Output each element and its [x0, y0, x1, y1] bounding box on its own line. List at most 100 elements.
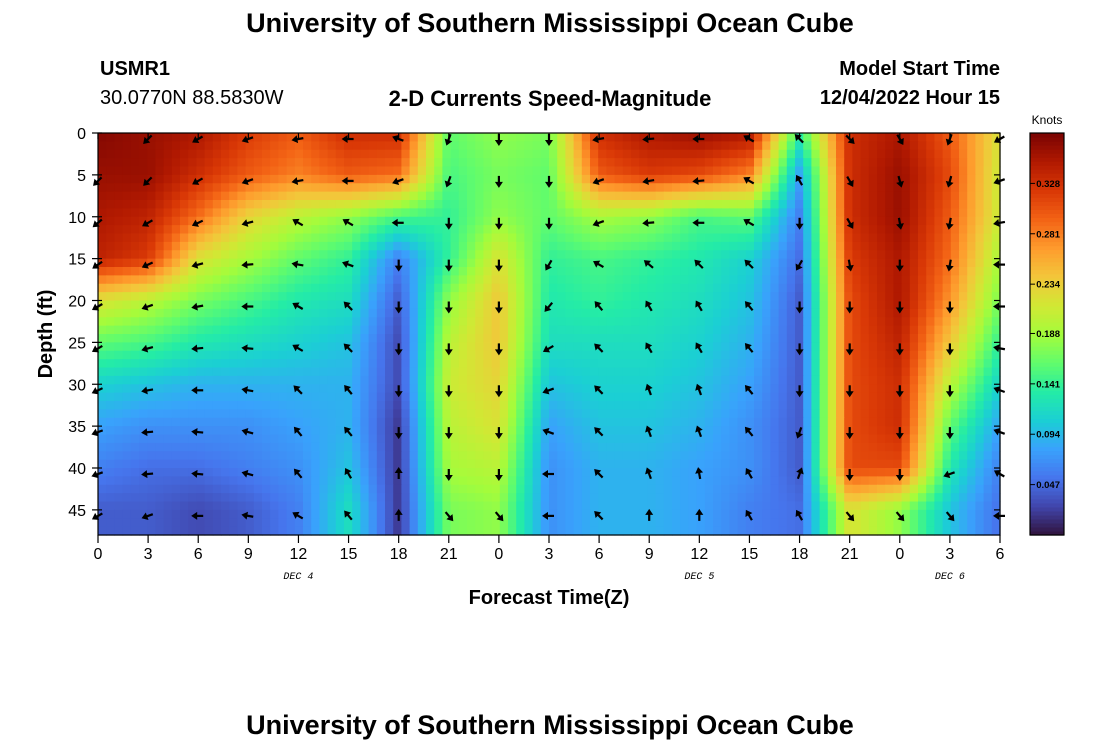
heatmap-cell	[967, 258, 976, 268]
heatmap-cell	[491, 267, 501, 276]
heatmap-cell	[98, 158, 107, 168]
heatmap-cell	[475, 426, 484, 436]
heatmap-cell	[606, 334, 616, 343]
heatmap-cell	[950, 275, 960, 285]
heatmap-cell	[704, 158, 714, 168]
heatmap-cell	[180, 459, 189, 469]
heatmap-cell	[196, 141, 206, 151]
heatmap-cell	[360, 434, 370, 444]
heatmap-cell	[893, 275, 903, 285]
heatmap-cell	[360, 241, 370, 251]
heatmap-cell	[877, 200, 886, 209]
heatmap-cell	[221, 434, 230, 444]
heatmap-cell	[409, 216, 419, 226]
heatmap-cell	[245, 166, 255, 176]
heatmap-cell	[704, 308, 714, 318]
heatmap-cell	[188, 317, 197, 327]
heatmap-cell	[114, 149, 124, 159]
heatmap-cell	[122, 384, 132, 394]
heatmap-cell	[335, 459, 345, 469]
heatmap-cell	[163, 417, 173, 427]
heatmap-cell	[852, 183, 862, 193]
heatmap-cell	[745, 401, 755, 410]
heatmap-cell	[278, 476, 288, 486]
heatmap-cell	[565, 233, 575, 243]
heatmap-cell	[950, 225, 960, 235]
heatmap-cell	[909, 233, 919, 243]
heatmap-cell	[508, 401, 517, 410]
heatmap-cell	[98, 409, 107, 419]
heatmap-cell	[458, 166, 468, 176]
heatmap-cell	[704, 426, 714, 436]
heatmap-cell	[417, 417, 427, 427]
heatmap-cell	[942, 275, 952, 285]
heatmap-cell	[622, 493, 632, 503]
heatmap-cell	[877, 149, 886, 159]
heatmap-cell	[360, 133, 370, 142]
heatmap-cell	[614, 300, 624, 310]
heatmap-cell	[754, 493, 763, 503]
heatmap-cell	[614, 233, 624, 243]
heatmap-cell	[647, 426, 657, 436]
heatmap-cell	[942, 401, 952, 410]
heatmap-cell	[975, 308, 985, 318]
heatmap-cell	[754, 133, 763, 142]
heatmap-cell	[253, 200, 263, 209]
heatmap-cell	[483, 208, 493, 218]
heatmap-cell	[458, 241, 468, 251]
heatmap-cell	[114, 317, 124, 327]
heatmap-cell	[155, 158, 165, 168]
heatmap-cell	[704, 442, 714, 452]
heatmap-cell	[237, 233, 247, 243]
heatmap-cell	[335, 292, 345, 302]
heatmap-cell	[253, 476, 263, 486]
heatmap-cell	[278, 342, 288, 352]
heatmap-cell	[950, 426, 960, 436]
heatmap-cell	[729, 241, 739, 251]
heatmap-cell	[426, 401, 435, 410]
heatmap-cell	[212, 426, 222, 436]
heatmap-cell	[344, 183, 353, 193]
heatmap-cell	[573, 275, 583, 285]
heatmap-cell	[975, 484, 985, 494]
heatmap-cell	[696, 250, 706, 260]
heatmap-cell	[663, 225, 673, 235]
heatmap-cell	[237, 241, 247, 251]
heatmap-cell	[565, 476, 575, 486]
heatmap-cell	[294, 174, 304, 184]
heatmap-cell	[286, 401, 296, 410]
heatmap-cell	[122, 292, 132, 302]
heatmap-cell	[827, 384, 837, 394]
heatmap-cell	[549, 317, 558, 327]
heatmap-cell	[352, 342, 361, 352]
heatmap-cell	[606, 208, 616, 218]
heatmap-cell	[286, 258, 296, 268]
heatmap-cell	[155, 501, 165, 511]
heatmap-cell	[934, 401, 944, 410]
heatmap-cell	[270, 426, 279, 436]
heatmap-cell	[639, 434, 648, 444]
heatmap-cell	[803, 166, 812, 176]
heatmap-cell	[737, 225, 747, 235]
station-coords: 30.0770N 88.5830W	[100, 87, 284, 109]
heatmap-cell	[491, 292, 501, 302]
heatmap-cell	[483, 158, 493, 168]
heatmap-cell	[286, 283, 296, 293]
heatmap-cell	[458, 308, 468, 318]
heatmap-cell	[401, 451, 411, 461]
heatmap-cell	[942, 459, 952, 469]
heatmap-cell	[803, 158, 812, 168]
heatmap-cell	[417, 183, 427, 193]
heatmap-cell	[524, 451, 534, 461]
heatmap-cell	[737, 501, 747, 511]
heatmap-cell	[934, 342, 944, 352]
heatmap-cell	[229, 250, 238, 260]
heatmap-cell	[745, 225, 755, 235]
heatmap-cell	[918, 342, 927, 352]
heatmap-cell	[991, 267, 1001, 276]
heatmap-cell	[155, 451, 165, 461]
heatmap-cell	[745, 451, 755, 461]
heatmap-cell	[467, 476, 476, 486]
heatmap-cell	[188, 350, 197, 360]
heatmap-cell	[704, 233, 714, 243]
